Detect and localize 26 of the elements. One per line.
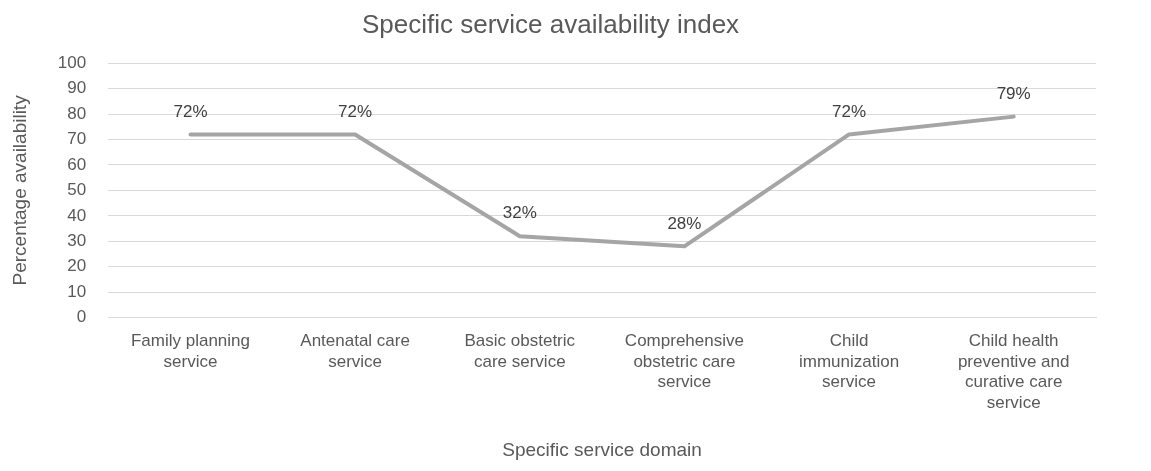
chart-title: Specific service availability index <box>361 8 740 39</box>
y-tick-label: 50 <box>67 180 87 200</box>
x-tick-label: Antenatal care service <box>300 331 410 371</box>
y-tick-label: 10 <box>67 281 87 301</box>
y-tick-label: 80 <box>67 103 87 123</box>
y-tick-label: 40 <box>67 205 87 225</box>
data-label: 28% <box>667 213 702 233</box>
y-tick-label: 30 <box>67 230 87 250</box>
data-label: 79% <box>996 83 1031 103</box>
x-axis-title: Specific service domain <box>502 438 702 460</box>
x-tick-label: Family planning service <box>130 331 251 371</box>
y-axis-title: Percentage availability <box>8 94 30 286</box>
y-tick-label: 90 <box>67 78 87 98</box>
x-tick-label: Child immunization service <box>798 331 900 392</box>
data-label: 72% <box>832 101 867 121</box>
y-tick-label: 60 <box>67 154 87 174</box>
data-label: 72% <box>338 101 373 121</box>
x-tick-label: Comprehensive obstetric care service <box>624 331 744 392</box>
y-tick-label: 100 <box>57 52 87 72</box>
x-tick-label: Basic obstetric care service <box>464 331 576 371</box>
y-tick-label: 0 <box>76 307 87 327</box>
x-tick-label: Child health preventive and curative care service <box>957 331 1070 412</box>
y-tick-label: 70 <box>67 129 87 149</box>
y-tick-label: 20 <box>67 256 87 276</box>
data-label: 32% <box>502 203 537 223</box>
data-label: 72% <box>173 101 208 121</box>
